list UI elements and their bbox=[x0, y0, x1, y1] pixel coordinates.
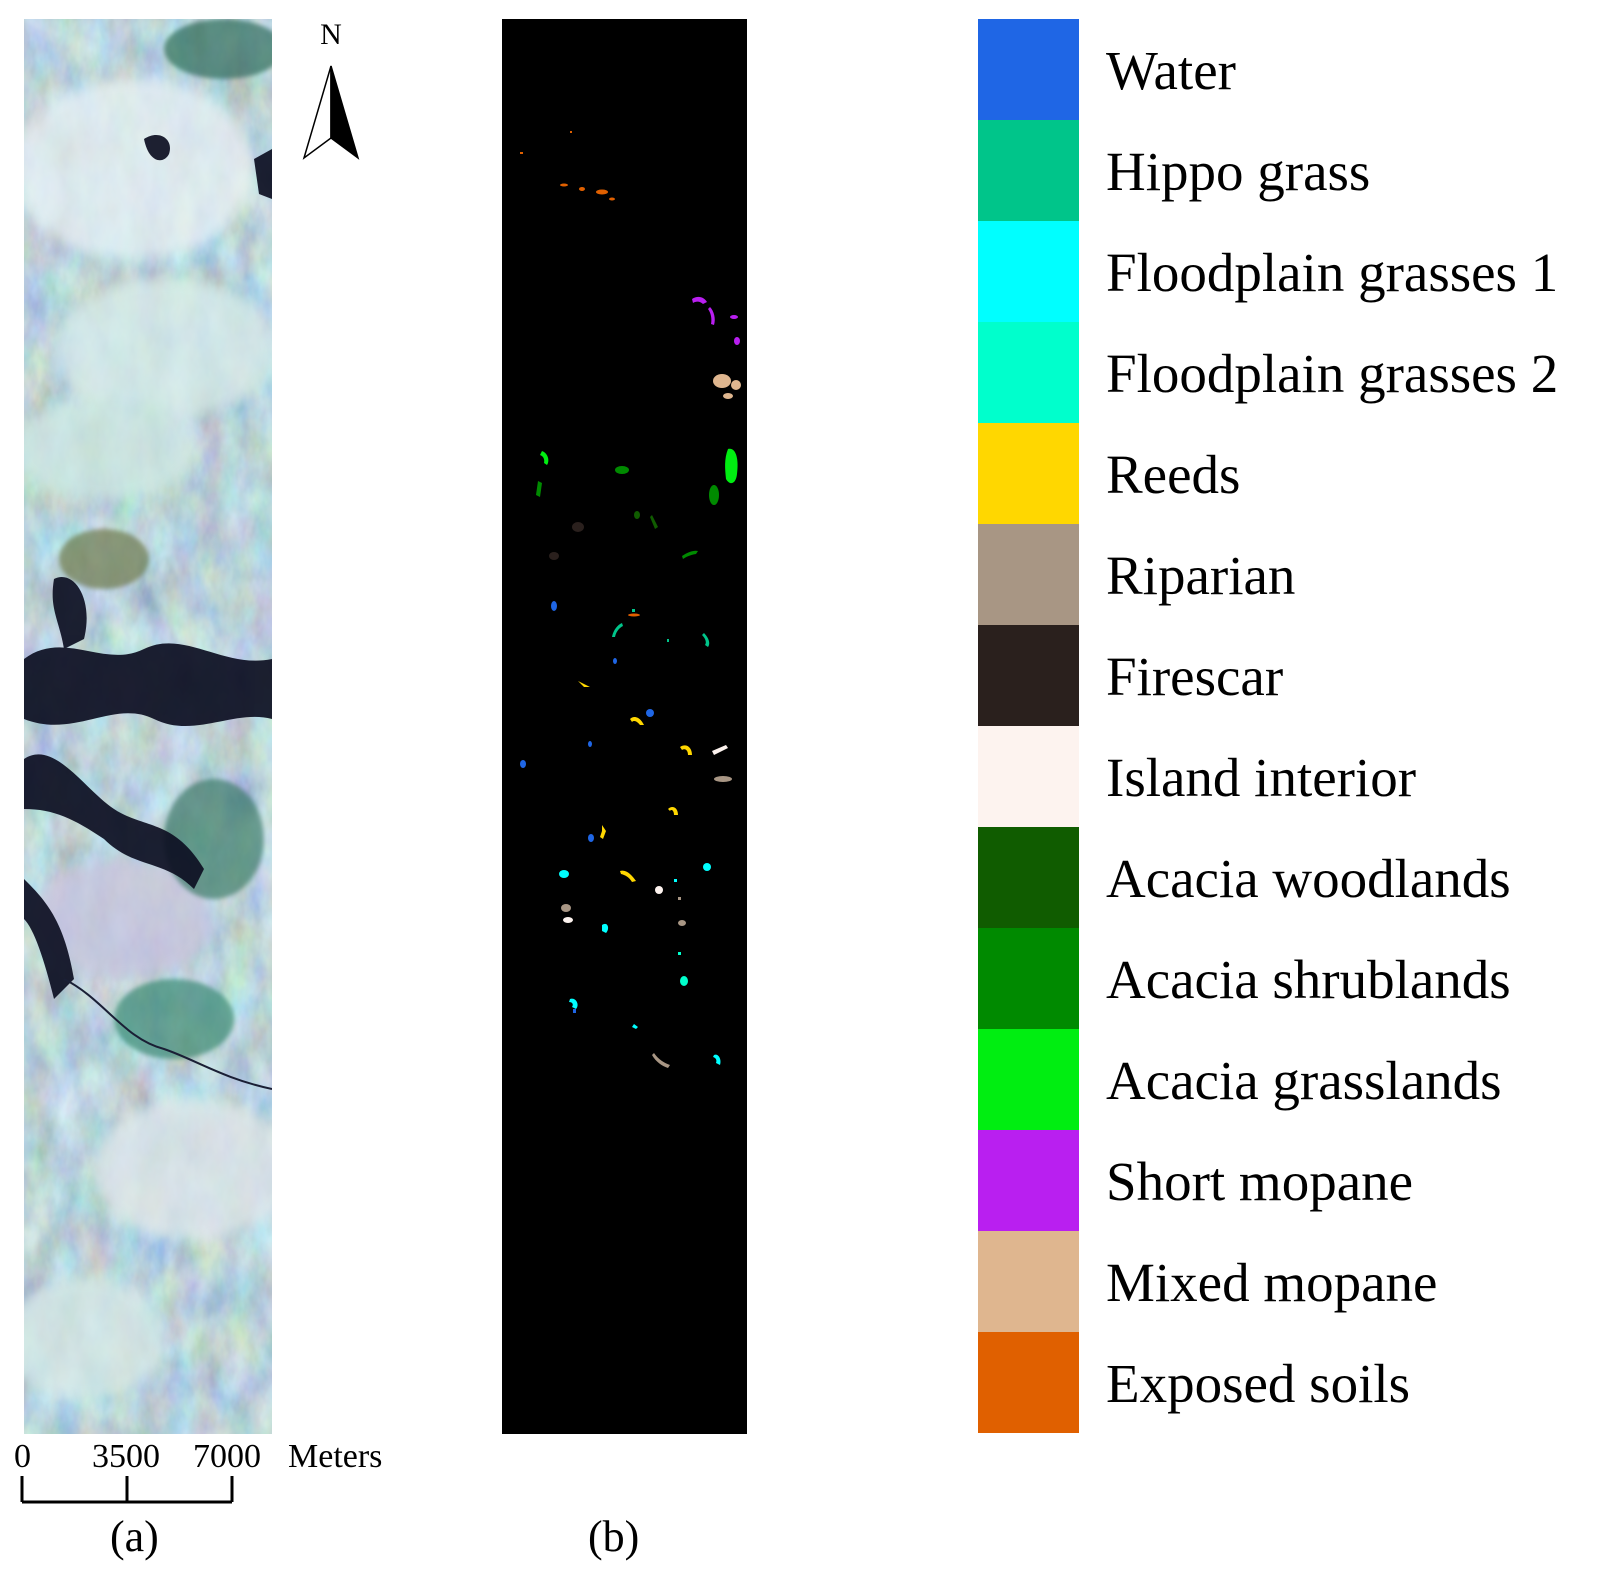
legend-swatch bbox=[978, 1332, 1079, 1433]
false-color-image bbox=[24, 19, 272, 1434]
legend-label: Mixed mopane bbox=[1106, 1252, 1438, 1313]
legend-item-short-mopane: Short mopane bbox=[978, 1130, 1618, 1231]
legend-label: Acacia grasslands bbox=[1106, 1050, 1502, 1111]
legend-swatch bbox=[978, 221, 1079, 322]
scale-tick-7000: 7000 bbox=[193, 1438, 261, 1475]
north-label: N bbox=[320, 18, 342, 51]
legend-swatch bbox=[978, 120, 1079, 221]
legend-item-firescar: Firescar bbox=[978, 625, 1618, 726]
legend-item-exposed-soils: Exposed soils bbox=[978, 1332, 1618, 1433]
legend-label: Acacia shrublands bbox=[1106, 949, 1511, 1010]
legend-item-hippo-grass: Hippo grass bbox=[978, 120, 1618, 221]
legend-swatch bbox=[978, 1231, 1079, 1332]
legend-item-acacia-woodlands: Acacia woodlands bbox=[978, 827, 1618, 928]
legend-item-island-interior: Island interior bbox=[978, 726, 1618, 827]
legend-label: Island interior bbox=[1106, 747, 1417, 808]
panel-b-label: (b) bbox=[588, 1512, 640, 1561]
legend-swatch bbox=[978, 19, 1079, 120]
legend-item-water: Water bbox=[978, 19, 1618, 120]
scale-tick-0: 0 bbox=[14, 1438, 31, 1475]
legend-label: Firescar bbox=[1106, 646, 1284, 707]
ground-truth-map bbox=[502, 19, 747, 1434]
legend-label: Water bbox=[1106, 40, 1236, 101]
legend-item-acacia-grasslands: Acacia grasslands bbox=[978, 1029, 1618, 1130]
legend-item-riparian: Riparian bbox=[978, 524, 1618, 625]
legend-label: Short mopane bbox=[1106, 1151, 1414, 1212]
scale-bar bbox=[20, 1476, 234, 1504]
legend-swatch bbox=[978, 423, 1079, 524]
legend-swatch bbox=[978, 1130, 1079, 1231]
legend-item-mixed-mopane: Mixed mopane bbox=[978, 1231, 1618, 1332]
legend-swatch bbox=[978, 322, 1079, 423]
legend-label: Riparian bbox=[1106, 545, 1296, 606]
legend-swatch bbox=[978, 827, 1079, 928]
legend-label: Exposed soils bbox=[1106, 1353, 1411, 1414]
north-arrow-icon bbox=[302, 65, 360, 160]
legend-label: Floodplain grasses 2 bbox=[1106, 343, 1559, 404]
legend-swatch bbox=[978, 1029, 1079, 1130]
panel-a-label: (a) bbox=[110, 1512, 159, 1561]
legend-swatch bbox=[978, 726, 1079, 827]
legend-item-floodplain-grasses-1: Floodplain grasses 1 bbox=[978, 221, 1618, 322]
legend-swatch bbox=[978, 625, 1079, 726]
legend-swatch bbox=[978, 928, 1079, 1029]
legend-label: Floodplain grasses 1 bbox=[1106, 242, 1559, 303]
legend-swatch bbox=[978, 524, 1079, 625]
legend-item-acacia-shrublands: Acacia shrublands bbox=[978, 928, 1618, 1029]
scale-unit: Meters bbox=[288, 1438, 383, 1475]
scale-tick-3500: 3500 bbox=[92, 1438, 160, 1475]
legend-label: Reeds bbox=[1106, 444, 1241, 505]
legend: Water Hippo grass Floodplain grasses 1 F… bbox=[978, 19, 1618, 1434]
legend-label: Hippo grass bbox=[1106, 141, 1371, 202]
legend-item-floodplain-grasses-2: Floodplain grasses 2 bbox=[978, 322, 1618, 423]
legend-item-reeds: Reeds bbox=[978, 423, 1618, 524]
legend-label: Acacia woodlands bbox=[1106, 848, 1511, 909]
